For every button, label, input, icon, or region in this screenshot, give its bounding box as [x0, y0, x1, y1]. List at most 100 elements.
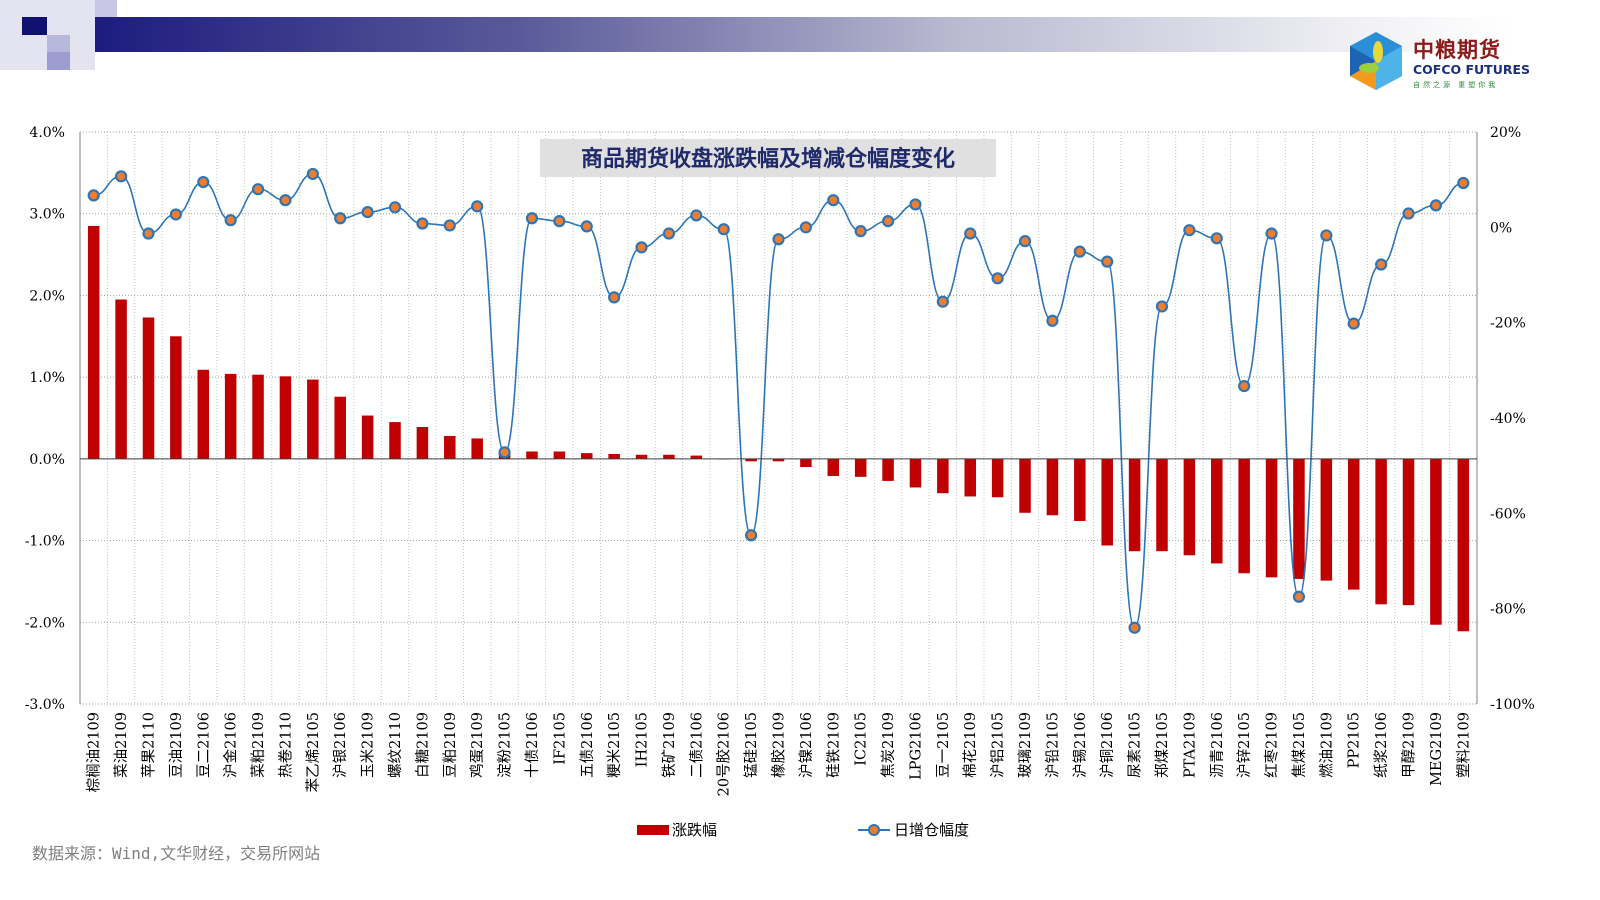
line-point-沪铜2106	[1101, 255, 1114, 268]
x-tick-label: 红枣2109	[1264, 712, 1281, 778]
bar-菜粕2109	[252, 374, 264, 459]
line-point-热卷2110	[279, 194, 292, 207]
line-point-硅铁2109	[827, 194, 840, 207]
x-tick-label: 硅铁2109	[825, 712, 842, 778]
legend-bar-swatch	[637, 825, 669, 835]
line-point-沥青2106	[1210, 232, 1223, 245]
bar-玻璃2109	[1019, 458, 1031, 513]
line-point-郑煤2105	[1155, 300, 1169, 313]
logo-cube-icon	[1350, 32, 1402, 90]
line-point-甲醇2109	[1402, 207, 1415, 220]
x-tick-label: 豆油2109	[168, 712, 185, 778]
bar-沪镍2106	[800, 458, 812, 468]
right-tick-label: -40%	[1490, 411, 1526, 427]
bar-IC2105	[854, 458, 867, 477]
bar-粳米2105	[608, 453, 620, 459]
x-tick-label: IF2105	[552, 712, 568, 765]
x-tick-label: 菜粕2109	[250, 712, 267, 778]
left-tick-label: 2.0%	[29, 288, 65, 304]
x-tick-label: 淀粉2105	[497, 712, 514, 778]
bar-尿素2105	[1128, 458, 1141, 552]
line-point-五债2106	[580, 220, 593, 233]
left-tick-label: 3.0%	[29, 207, 65, 223]
x-tick-label: 苯乙烯2105	[305, 712, 322, 792]
line-point-塑料2109	[1457, 176, 1470, 190]
header-decor-square	[47, 35, 70, 52]
line-point-豆二2106	[197, 175, 210, 189]
left-tick-label: 0.0%	[29, 452, 65, 468]
bar-沪金2106	[224, 373, 237, 459]
line-point-IH2105	[635, 241, 648, 254]
x-tick-label: 沪银2106	[332, 712, 349, 778]
bar-郑煤2105	[1156, 458, 1168, 552]
x-tick-label: IH2105	[635, 712, 651, 767]
bar-沪铝2105	[991, 458, 1004, 498]
chart-title: 商品期货收盘涨跌幅及增减仓幅度变化	[581, 146, 955, 172]
bar-沪银2106	[334, 396, 346, 459]
left-tick-label: -1.0%	[25, 534, 65, 550]
x-tick-label: 甲醇2109	[1401, 712, 1418, 778]
bar-菜油2109	[115, 299, 127, 459]
bar-豆粕2109	[444, 435, 456, 459]
line-point-二债2106	[690, 209, 703, 222]
x-tick-label: 鸡蛋2109	[469, 712, 486, 778]
line-point-纸浆2106	[1375, 258, 1388, 271]
left-tick-label: 1.0%	[29, 370, 65, 386]
line-point-菜粕2109	[251, 183, 265, 196]
x-tick-label: 焦炭2109	[880, 712, 897, 778]
x-tick-label: 热卷2110	[277, 712, 294, 778]
x-tick-label: 尿素2105	[1127, 712, 1144, 778]
line-point-20号胶2106	[717, 223, 730, 236]
x-tick-label: 玻璃2109	[1017, 712, 1034, 778]
x-tick-label: 十债2106	[524, 712, 541, 778]
bar-IF2105	[553, 451, 566, 459]
bar-二债2106	[690, 455, 703, 459]
x-tick-label: 粳米2105	[606, 712, 623, 778]
x-tick-label: 沪铝2105	[990, 712, 1007, 778]
line-point-沪镍2106	[799, 221, 812, 234]
x-tick-label: 菜油2109	[113, 712, 130, 778]
bar-苹果2110	[142, 317, 155, 459]
line-point-MEG2109	[1429, 199, 1443, 212]
bar-五债2106	[581, 453, 593, 459]
bar-鸡蛋2109	[471, 438, 483, 459]
bar-豆一2105	[937, 458, 949, 494]
x-tick-label: 沪锌2105	[1236, 712, 1253, 778]
x-tick-label: 螺纹2110	[387, 712, 404, 778]
line-point-沪铝2105	[991, 272, 1004, 285]
cofco-logo: 中粮期货 COFCO FUTURES 自然之源 重塑你我	[1345, 30, 1545, 95]
right-tick-label: -100%	[1490, 697, 1535, 713]
x-tick-label: 沪镍2106	[798, 712, 815, 778]
x-tick-label: 沪金2106	[223, 712, 240, 778]
bar-沪锡2106	[1074, 458, 1086, 521]
bar-焦炭2109	[882, 458, 894, 481]
x-tick-label: 豆二2106	[196, 712, 212, 778]
bar-橡胶2109	[772, 458, 785, 462]
line-point-鸡蛋2109	[471, 200, 484, 213]
line-point-沪金2106	[224, 214, 237, 227]
x-tick-label: MEG2109	[1429, 712, 1445, 786]
line-point-焦煤2105	[1292, 590, 1306, 603]
line-point-红枣2109	[1265, 227, 1278, 240]
x-tick-label: 塑料2109	[1455, 712, 1472, 778]
line-point-淀粉2105	[498, 446, 511, 459]
logo-text-en: COFCO FUTURES	[1413, 62, 1531, 77]
line-point-豆粕2109	[443, 219, 456, 232]
line-point-白糖2109	[416, 217, 429, 230]
line-point-燃油2109	[1320, 229, 1333, 242]
line-point-棕榈油2109	[87, 189, 100, 202]
bar-甲醇2109	[1402, 458, 1415, 606]
bar-焦煤2105	[1293, 458, 1305, 579]
chart-title-box	[540, 139, 996, 177]
line-point-十债2106	[525, 212, 539, 225]
header-decor-square	[47, 52, 70, 70]
x-tick-label: 燃油2109	[1317, 712, 1335, 778]
x-tick-label: 白糖2109	[414, 712, 431, 778]
line-point-IF2105	[553, 215, 566, 228]
line-point-菜油2109	[114, 170, 128, 183]
bar-沥青2106	[1211, 458, 1223, 564]
line-point-LPG2106	[909, 198, 922, 211]
x-tick-label: 焦煤2105	[1291, 712, 1308, 778]
x-tick-label: LPG2106	[908, 712, 924, 780]
x-tick-label: 豆一2105	[936, 712, 952, 778]
